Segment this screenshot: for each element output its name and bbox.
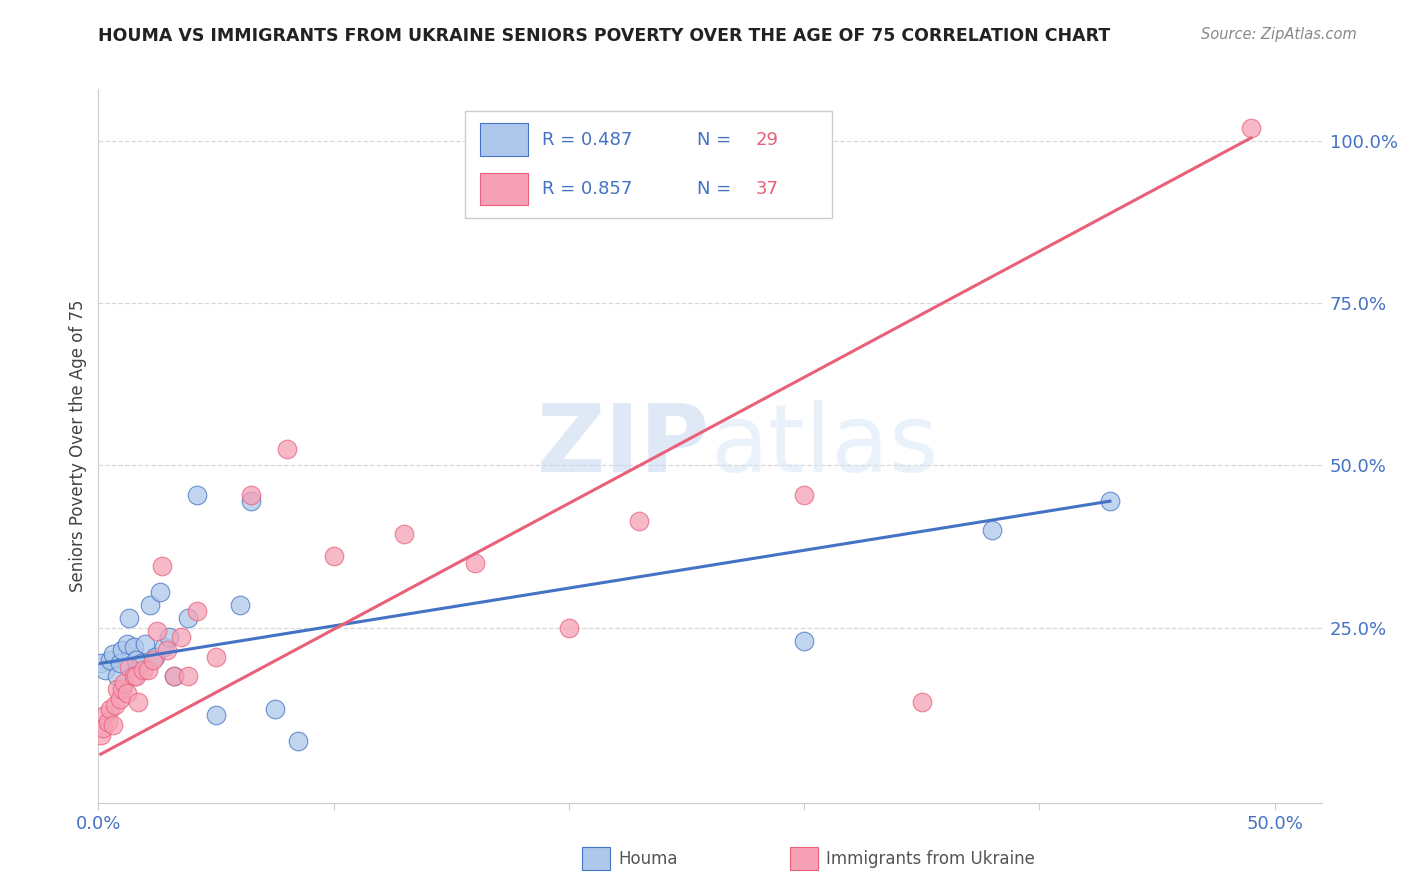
Text: 37: 37 — [755, 180, 779, 198]
Point — [91, 721, 114, 735]
Point — [125, 653, 148, 667]
Point — [322, 549, 344, 564]
Point — [136, 663, 159, 677]
Point — [108, 657, 131, 671]
Point — [101, 647, 124, 661]
Point — [115, 685, 138, 699]
Point — [127, 695, 149, 709]
Point — [141, 653, 163, 667]
Point — [205, 649, 228, 664]
Bar — [479, 123, 527, 155]
Point — [793, 633, 815, 648]
Text: ZIP: ZIP — [537, 400, 710, 492]
Point — [101, 718, 124, 732]
Text: Source: ZipAtlas.com: Source: ZipAtlas.com — [1201, 27, 1357, 42]
Point — [263, 702, 285, 716]
Point — [240, 488, 263, 502]
Point — [156, 643, 179, 657]
Point — [115, 637, 138, 651]
Point — [1098, 494, 1121, 508]
Point — [146, 624, 169, 638]
Point — [94, 663, 117, 677]
Point — [97, 714, 120, 729]
Point — [240, 494, 263, 508]
Point — [143, 649, 166, 664]
Point — [186, 488, 208, 502]
Text: atlas: atlas — [710, 400, 938, 492]
Text: Immigrants from Ukraine: Immigrants from Ukraine — [827, 850, 1035, 868]
Point — [105, 669, 128, 683]
Text: N =: N = — [696, 180, 737, 198]
Point — [98, 702, 121, 716]
Text: N =: N = — [696, 130, 737, 148]
Point — [118, 659, 141, 673]
Point — [793, 488, 815, 502]
Point — [153, 640, 176, 654]
Point — [464, 556, 486, 570]
Point — [90, 657, 112, 671]
Point — [981, 524, 1004, 538]
Point — [132, 663, 155, 677]
Point — [186, 604, 208, 618]
Text: R = 0.487: R = 0.487 — [543, 130, 633, 148]
Point — [105, 682, 128, 697]
Text: HOUMA VS IMMIGRANTS FROM UKRAINE SENIORS POVERTY OVER THE AGE OF 75 CORRELATION : HOUMA VS IMMIGRANTS FROM UKRAINE SENIORS… — [98, 27, 1111, 45]
Text: 29: 29 — [755, 130, 779, 148]
Point — [94, 708, 117, 723]
Point — [125, 669, 148, 683]
Point — [163, 669, 186, 683]
Point — [122, 640, 145, 654]
Point — [628, 514, 651, 528]
Point — [163, 669, 186, 683]
Point — [392, 526, 416, 541]
Bar — [479, 173, 527, 205]
Y-axis label: Seniors Poverty Over the Age of 75: Seniors Poverty Over the Age of 75 — [69, 300, 87, 592]
Point — [150, 559, 173, 574]
Point — [287, 734, 309, 748]
Point — [118, 611, 141, 625]
Point — [911, 695, 934, 709]
Point — [177, 611, 200, 625]
Point — [149, 585, 172, 599]
Text: Houma: Houma — [619, 850, 678, 868]
Text: R = 0.857: R = 0.857 — [543, 180, 633, 198]
Point — [1240, 121, 1263, 136]
Point — [90, 728, 112, 742]
Point — [111, 682, 134, 697]
Point — [558, 621, 581, 635]
Point — [104, 698, 127, 713]
Point — [139, 598, 162, 612]
Point — [134, 637, 156, 651]
Point — [157, 631, 180, 645]
Point — [98, 653, 121, 667]
Point — [129, 657, 152, 671]
Point — [177, 669, 200, 683]
Point — [112, 675, 135, 690]
Point — [122, 669, 145, 683]
Point — [170, 631, 193, 645]
Point — [276, 442, 298, 457]
Point — [108, 692, 131, 706]
Point — [111, 643, 134, 657]
Point — [228, 598, 250, 612]
Point — [205, 708, 228, 723]
